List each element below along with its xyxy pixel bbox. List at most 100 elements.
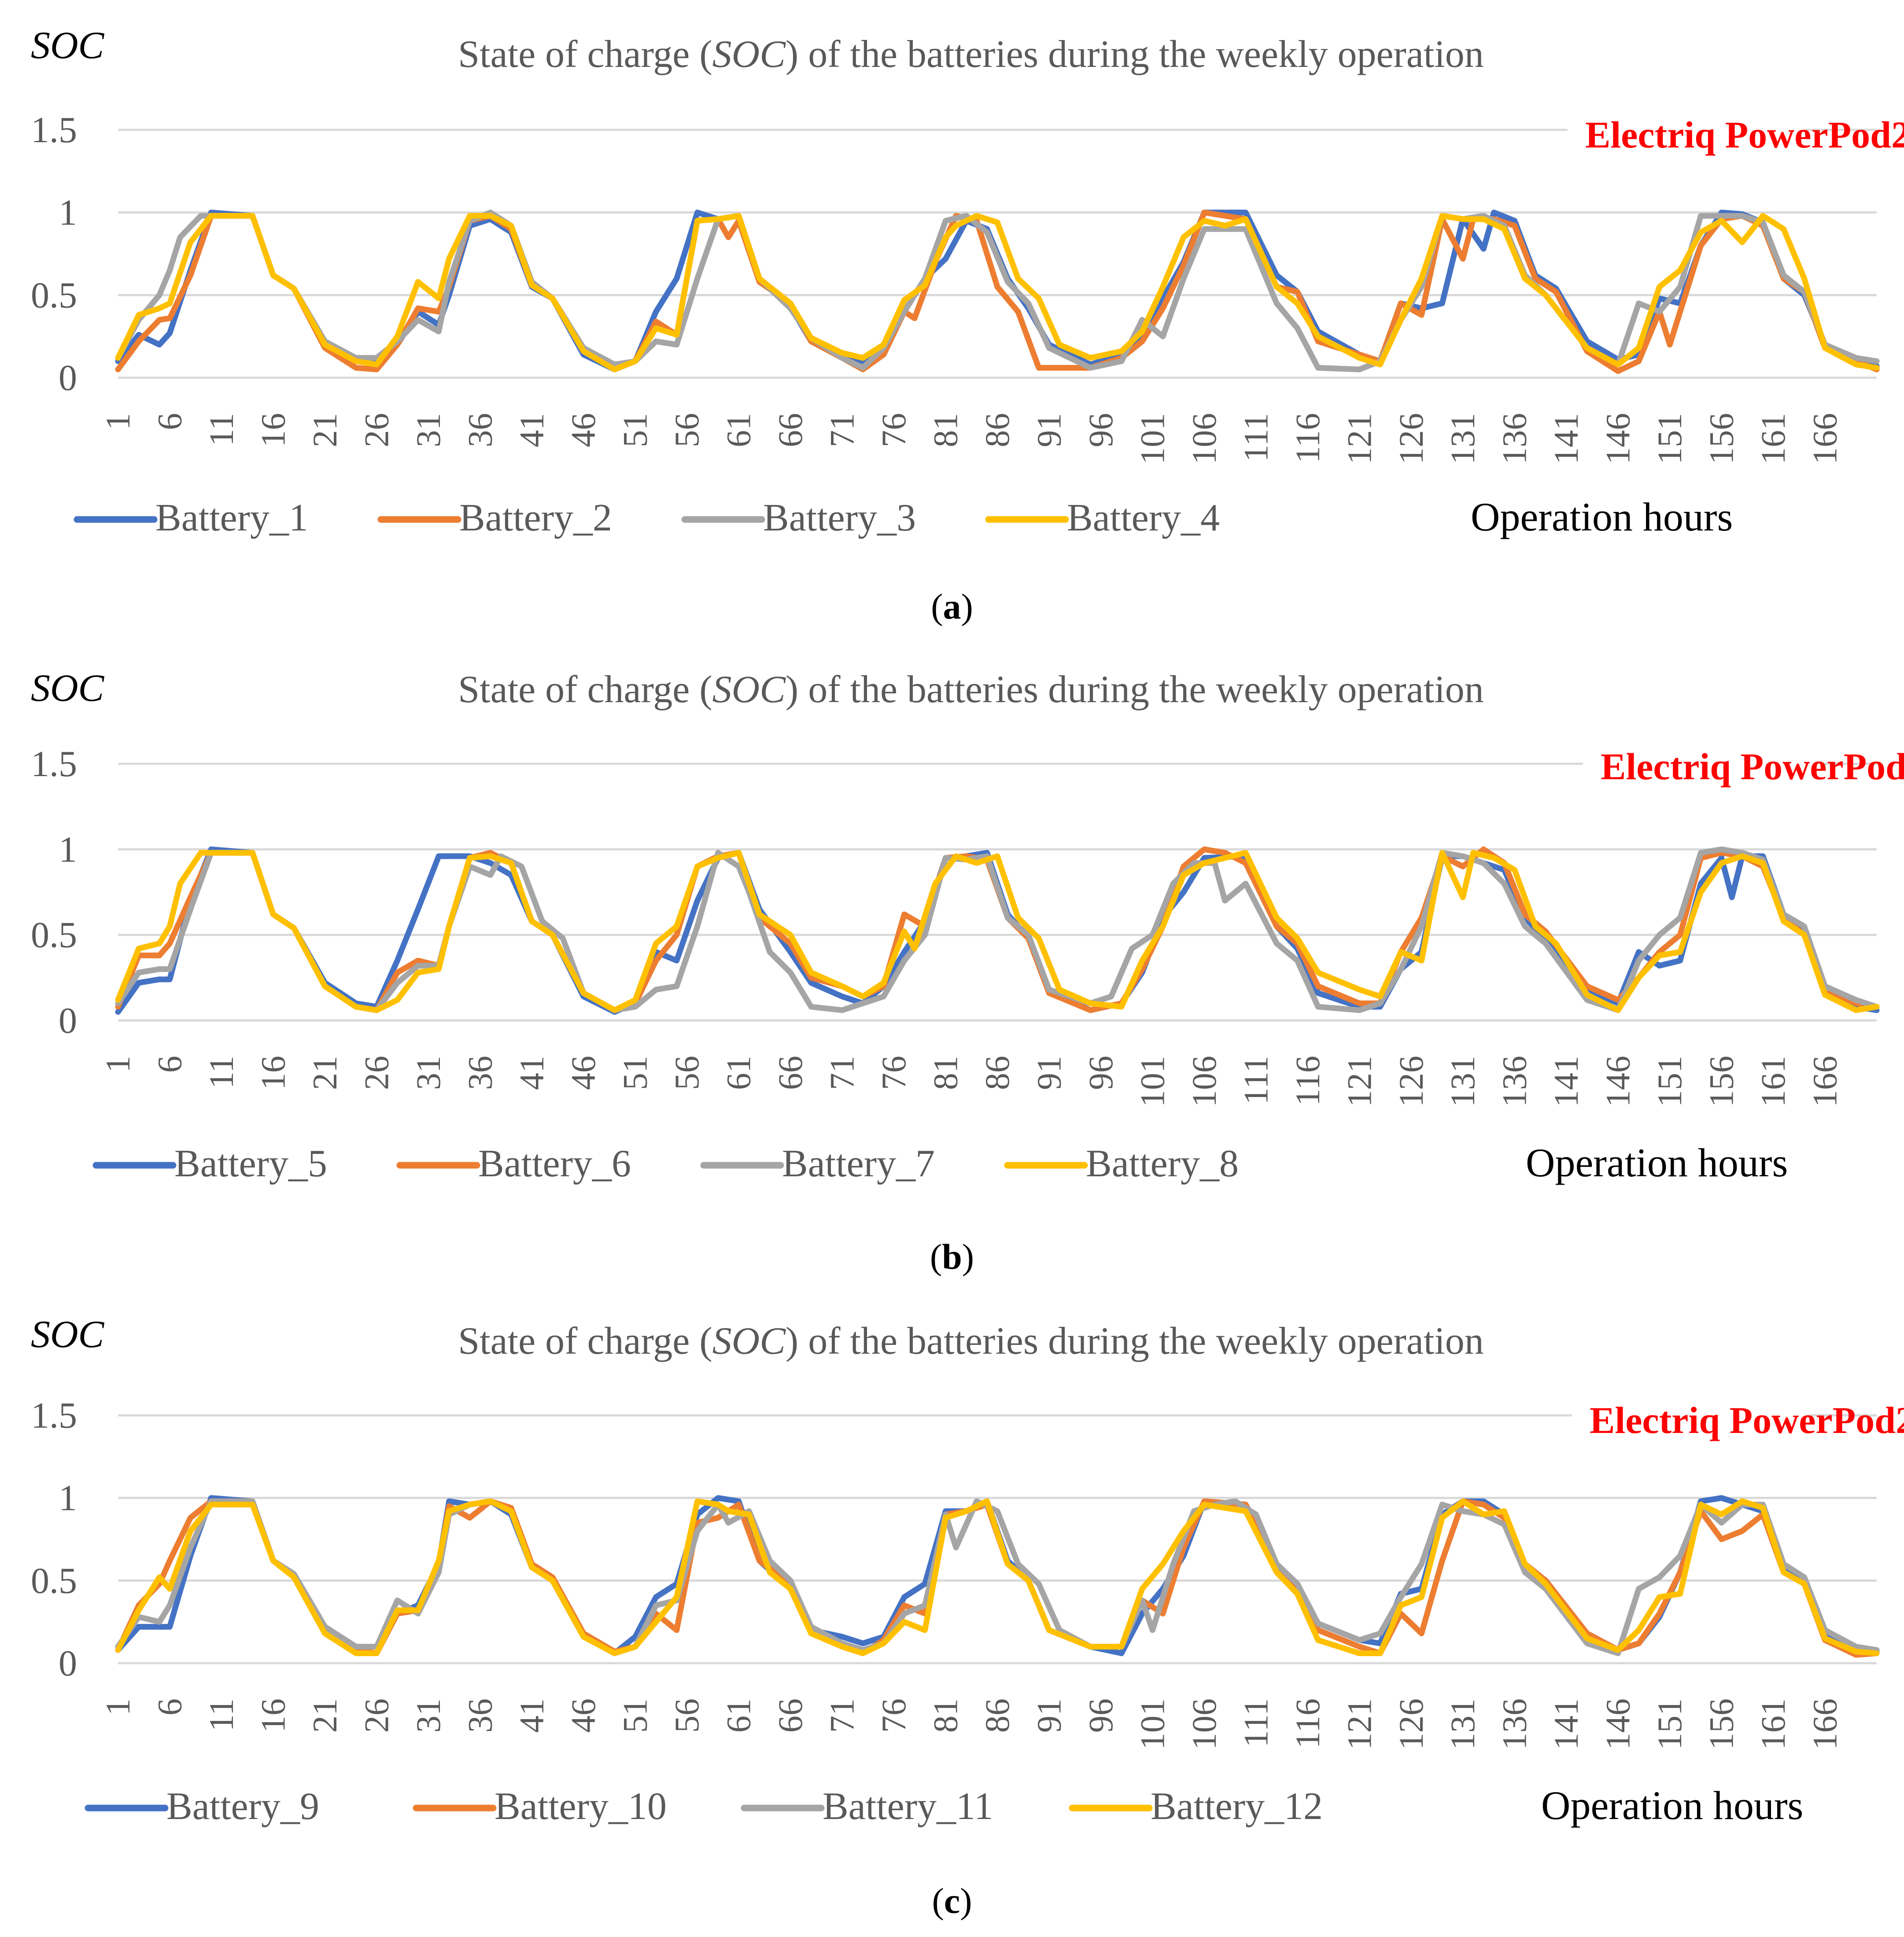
y-tick-label: 1 (59, 1478, 77, 1519)
legend-label: Battery_7 (782, 1142, 935, 1185)
x-tick-label: 86 (978, 1056, 1016, 1090)
x-tick-label: 131 (1443, 1698, 1482, 1750)
x-tick-label: 16 (254, 1056, 292, 1090)
legend-label: Battery_9 (166, 1785, 319, 1828)
x-tick-label: 71 (823, 1056, 861, 1090)
x-tick-label: 41 (513, 1698, 551, 1733)
legend-label: Battery_4 (1067, 497, 1220, 539)
x-tick-label: 1 (99, 1698, 137, 1716)
x-tick-label: 61 (720, 413, 758, 447)
x-tick-label: 31 (409, 1056, 447, 1090)
x-tick-label: 66 (771, 1698, 809, 1733)
x-tick-label: 136 (1495, 1056, 1534, 1107)
x-tick-label: 56 (668, 1056, 706, 1090)
x-tick-label: 101 (1133, 1056, 1171, 1107)
x-tick-label: 81 (926, 1056, 965, 1090)
x-tick-label: 91 (1029, 1056, 1068, 1090)
x-tick-label: 26 (357, 1698, 395, 1733)
x-tick-label: 76 (875, 1056, 913, 1090)
x-tick-label: 91 (1029, 1698, 1068, 1733)
x-tick-label: 46 (564, 413, 602, 447)
x-tick-label: 31 (409, 413, 447, 447)
brand-label: Electriq PowerPod2 (1585, 114, 1904, 156)
x-tick-label: 61 (720, 1056, 758, 1090)
series-line-battery-7 (115, 846, 1880, 1013)
x-tick-label: 46 (564, 1698, 602, 1733)
y-tick-label: 0.5 (31, 1560, 77, 1601)
x-tick-label: 146 (1599, 1698, 1637, 1750)
x-tick-label: 106 (1185, 413, 1223, 464)
x-tick-label: 86 (978, 413, 1016, 447)
brand-label-backdrop (1568, 112, 1805, 161)
x-tick-label: 16 (254, 413, 292, 447)
y-tick-label: 1 (59, 192, 77, 233)
x-tick-label: 51 (616, 413, 654, 447)
y-tick-label: 0.5 (31, 275, 77, 316)
x-tick-label: 6 (150, 1056, 188, 1073)
x-tick-label: 81 (926, 413, 965, 447)
x-tick-label: 151 (1650, 413, 1689, 464)
x-tick-label: 101 (1133, 1698, 1171, 1750)
x-tick-label: 126 (1392, 1056, 1430, 1107)
x-tick-label: 156 (1702, 1698, 1741, 1750)
y-axis-label: SOC (31, 1313, 105, 1356)
x-tick-label: 6 (150, 1698, 188, 1716)
chart-panel-a: SOC State of charge (SOC) of the batterie… (31, 24, 1904, 626)
y-axis-label: SOC (31, 667, 105, 710)
y-tick-label: 0.5 (31, 915, 77, 956)
x-tick-label: 116 (1288, 1056, 1327, 1106)
x-tick-label: 156 (1702, 1056, 1741, 1107)
x-tick-label: 51 (616, 1698, 654, 1733)
legend-label: Battery_8 (1086, 1142, 1239, 1185)
x-tick-label: 141 (1547, 1056, 1585, 1107)
series-line-battery-8 (115, 850, 1880, 1013)
x-tick-label: 111 (1236, 1698, 1275, 1747)
x-axis-label: Operation hours (1526, 1140, 1788, 1185)
legend-label: Battery_1 (155, 497, 308, 539)
x-tick-label: 126 (1392, 1698, 1430, 1750)
x-tick-label: 161 (1754, 413, 1792, 464)
y-tick-label: 1.5 (31, 1395, 77, 1436)
x-tick-label: 51 (616, 1056, 654, 1090)
series-line-battery-12 (115, 1498, 1880, 1656)
y-tick-label: 0 (59, 1000, 77, 1041)
x-tick-label: 121 (1340, 1056, 1378, 1107)
legend-label: Battery_3 (763, 497, 916, 539)
panel-caption: (b) (930, 1237, 974, 1277)
x-tick-label: 66 (771, 413, 809, 447)
brand-label: Electriq PowerPod2 (1601, 745, 1904, 788)
x-tick-label: 36 (461, 413, 499, 447)
series-line-battery-2 (115, 210, 1880, 374)
y-tick-label: 1.5 (31, 744, 77, 784)
series-line-battery-5 (115, 846, 1880, 1015)
x-tick-label: 86 (978, 1698, 1016, 1733)
x-tick-label: 11 (202, 413, 240, 446)
y-axis-label: SOC (31, 24, 105, 67)
x-tick-label: 136 (1495, 413, 1534, 464)
x-tick-label: 76 (875, 1698, 913, 1733)
x-tick-label: 81 (926, 1698, 965, 1733)
x-axis-label: Operation hours (1541, 1783, 1803, 1828)
panel-caption: (a) (931, 586, 973, 626)
y-tick-label: 1 (59, 829, 77, 870)
x-tick-label: 161 (1754, 1056, 1792, 1107)
x-tick-label: 136 (1495, 1698, 1534, 1750)
x-tick-label: 141 (1547, 1698, 1585, 1750)
y-tick-label: 0 (59, 1643, 77, 1684)
x-tick-label: 151 (1650, 1056, 1689, 1107)
x-tick-label: 41 (513, 1056, 551, 1090)
x-tick-label: 21 (306, 1698, 344, 1733)
x-tick-label: 96 (1081, 413, 1120, 447)
x-tick-label: 6 (150, 413, 188, 430)
x-axis-label: Operation hours (1471, 494, 1733, 539)
x-tick-label: 1 (99, 413, 137, 430)
x-tick-label: 111 (1236, 1056, 1275, 1105)
x-tick-label: 26 (357, 1056, 395, 1090)
x-tick-label: 16 (254, 1698, 292, 1733)
legend-label: Battery_11 (823, 1785, 993, 1828)
x-tick-label: 166 (1806, 1698, 1844, 1750)
x-tick-label: 46 (564, 1056, 602, 1090)
x-tick-label: 11 (202, 1698, 240, 1731)
x-tick-label: 31 (409, 1698, 447, 1733)
